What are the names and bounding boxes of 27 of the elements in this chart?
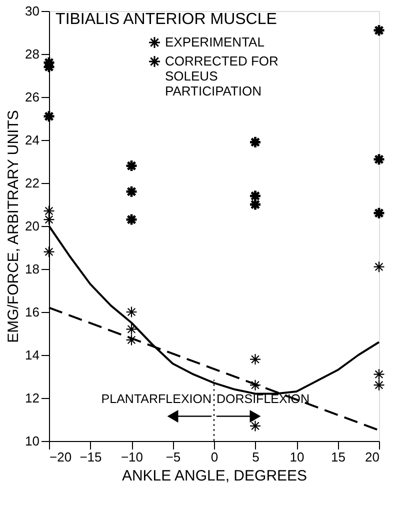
y-tick-label: 30 [25,4,40,18]
legend-label: CORRECTED FOR SOLEUS PARTICIPATION [165,54,278,98]
y-tick-label: 22 [25,176,40,190]
legend-label: EXPERIMENTAL [165,34,264,50]
annotation: PLANTARFLEXION [101,392,212,406]
y-tick-label: 10 [25,434,40,448]
y-tick-label: 20 [25,218,40,234]
chart-title: TIBIALIS ANTERIOR MUSCLE [56,11,277,28]
annotation: DORSIFLEXION [216,392,310,406]
x-tick-label: 20 [365,450,380,464]
x-tick-label: −15 [80,450,102,464]
x-tick-label: −20 [50,450,72,464]
x-tick-label: −10 [120,450,144,464]
x-tick-label: 10 [290,450,304,464]
x-axis-title: ANKLE ANGLE, DEGREES [122,468,308,484]
y-tick-label: 18 [25,262,40,276]
x-tick-label: −5 [166,450,181,464]
y-tick-label: 24 [25,132,40,148]
y-tick-label: 12 [25,390,40,406]
y-axis-title: EMG/FORCE, ARBITRARY UNITS [5,110,22,343]
x-tick-label: 0 [210,450,218,464]
y-tick-label: 28 [25,46,40,62]
y-tick-label: 16 [25,304,40,320]
y-tick-label: 26 [25,90,40,104]
x-tick-label: 15 [331,450,346,464]
y-tick-label: 14 [25,348,40,362]
x-tick-label: 5 [252,450,260,464]
